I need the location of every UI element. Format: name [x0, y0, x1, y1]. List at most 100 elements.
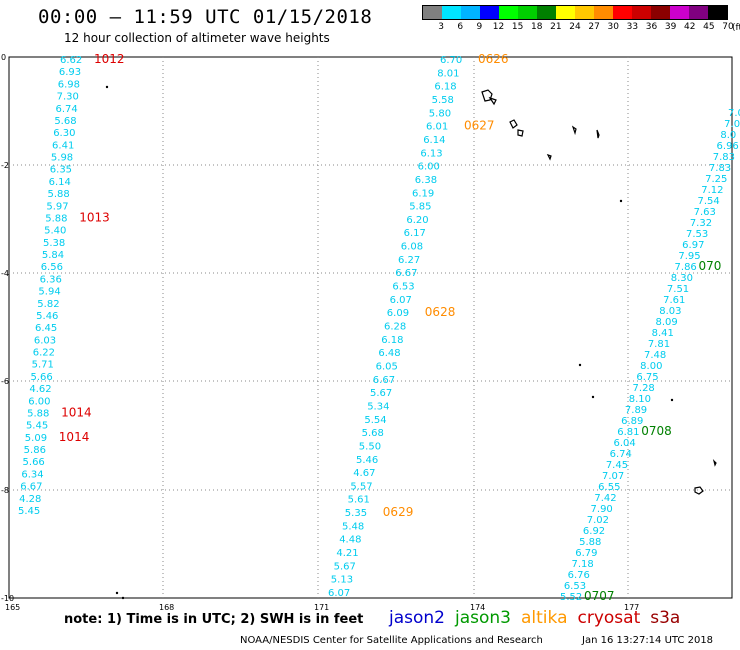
legend-label: 70 [722, 22, 734, 32]
legend-label: 36 [645, 22, 658, 32]
wave-height-label: 6.34 [21, 469, 43, 480]
lat-tick-label: -10 [1, 594, 14, 603]
wave-height-label: 6.97 [682, 240, 704, 251]
mission-name-jason3: jason3 [455, 608, 511, 628]
lat-tick-label: -2 [1, 161, 9, 170]
legend-color-bar [422, 5, 728, 20]
map-border [8, 56, 733, 599]
legend-label: 15 [511, 22, 524, 32]
legend-swatch [670, 6, 689, 19]
track-time-label: 0627 [464, 119, 495, 133]
wave-height-label: 7.12 [701, 185, 723, 196]
wave-height-label: 5.38 [43, 238, 65, 249]
wave-height-label: 5.45 [18, 506, 40, 517]
wave-height-label: 5.94 [38, 287, 60, 298]
wave-height-label: 5.67 [334, 561, 356, 572]
wave-height-label: 8.00 [640, 361, 662, 372]
wave-height-label: 5.09 [25, 433, 47, 444]
legend-label: 42 [684, 22, 696, 32]
wave-height-label: 5.98 [51, 153, 73, 164]
lat-tick-label: -8 [1, 486, 9, 495]
wave-height-label: 7.95 [678, 251, 700, 262]
wave-height-label: 6.28 [384, 322, 406, 333]
mission-name-cryosat: cryosat [577, 608, 641, 628]
wave-height-label: 6.18 [434, 82, 456, 93]
wave-height-label: 6.70 [440, 55, 462, 66]
lat-tick-label: -4 [1, 269, 9, 278]
island-outline [546, 153, 552, 161]
wave-height-label: 5.88 [579, 537, 601, 548]
island-dot [619, 199, 623, 203]
track-time-label: 0708 [641, 424, 672, 438]
lon-tick-label: 171 [314, 603, 329, 612]
wave-height-label: 5.97 [46, 201, 68, 212]
wave-height-label: 5.50 [359, 441, 381, 452]
wave-height-label: 6.74 [610, 449, 632, 460]
island-outlines [105, 85, 717, 600]
wave-height-label: 7.25 [705, 174, 727, 185]
legend-swatch [632, 6, 651, 19]
legend-swatch [651, 6, 670, 19]
legend-swatch [518, 6, 537, 19]
island-outline [571, 125, 577, 136]
wave-height-label: 6.55 [598, 482, 620, 493]
wave-height-label: 5.86 [24, 445, 46, 456]
wave-height-label: 5.40 [44, 226, 66, 237]
satellite-tracks: 6.626.936.987.306.745.686.306.415.986.35… [18, 52, 740, 603]
wave-height-label: 6.92 [583, 526, 605, 537]
generated-date: Jan 16 13:27:14 UTC 2018 [582, 635, 714, 646]
wave-height-label: 7.81 [648, 339, 670, 350]
mission-name-s3a: s3a [650, 608, 681, 628]
wave-height-label: 7.89 [625, 405, 647, 416]
wave-height-label: 7.45 [606, 460, 628, 471]
wave-height-label: 8.03 [659, 306, 681, 317]
wave-height-label: 6.00 [418, 162, 440, 173]
wave-height-label: 7.0 [724, 119, 740, 130]
wave-height-label: 6.07 [390, 295, 412, 306]
wave-height-label: 7.53 [686, 229, 708, 240]
island-outline [517, 129, 524, 137]
track-time-label: 0707 [584, 589, 615, 603]
legend-label: 21 [550, 22, 562, 32]
map-tick-labels: 165 168 171 174 177 0 -2 -4 -6 -8 -10 [1, 53, 639, 612]
island-outline [596, 129, 600, 139]
lat-tick-label: -6 [1, 377, 9, 386]
legend-swatch [423, 6, 442, 19]
island-outline [712, 459, 717, 467]
wave-height-label: 6.76 [568, 570, 590, 581]
wave-height-label: 5.61 [348, 495, 370, 506]
wave-height-label: 6.14 [423, 135, 445, 146]
wave-height-label: 5.88 [45, 213, 67, 224]
wave-height-label: 7.83 [709, 163, 731, 174]
island-dot [670, 398, 674, 402]
wave-height-label: 7.07 [602, 471, 624, 482]
wave-height-label: 8.01 [437, 68, 459, 79]
legend-swatch [594, 6, 613, 19]
wave-height-label: 5.66 [23, 457, 45, 468]
wave-height-label: 5.82 [37, 299, 59, 310]
wave-height-label: 6.20 [406, 215, 428, 226]
wave-height-label: 6.67 [373, 375, 395, 386]
wave-height-label: 6.01 [426, 122, 448, 133]
legend-label: 39 [664, 22, 677, 32]
track-time-label: 070 [699, 259, 722, 273]
wave-height-label: 6.09 [387, 308, 409, 319]
track-time-label: 1012 [94, 52, 125, 66]
wave-height-label: 6.41 [52, 140, 74, 151]
island-dot [115, 591, 119, 595]
legend-swatch [708, 6, 727, 19]
mission-name-altika: altika [521, 608, 568, 628]
wave-height-label: 5.48 [342, 521, 364, 532]
track-time-label: 1013 [79, 210, 110, 224]
legend-swatch [480, 6, 499, 19]
wave-height-label: 5.80 [429, 108, 451, 119]
island-dot [105, 85, 109, 89]
wave-height-label: 5.88 [27, 408, 49, 419]
wave-height-label: 7.90 [591, 504, 613, 515]
legend-label: 24 [569, 22, 581, 32]
wave-height-label: 6.74 [55, 104, 77, 115]
wave-height-label: 5.57 [350, 481, 372, 492]
legend-label: 18 [531, 22, 543, 32]
